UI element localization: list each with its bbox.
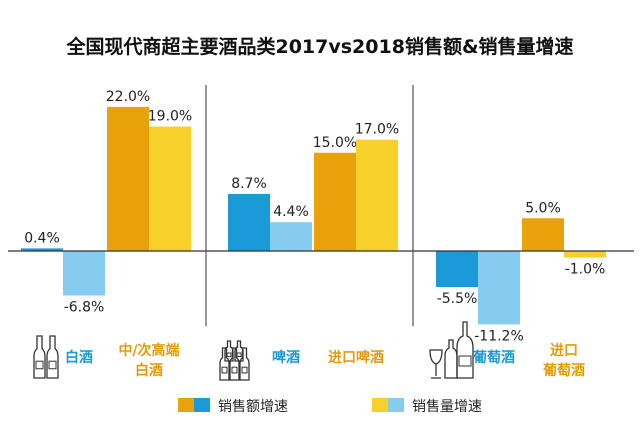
bar-volume-4 [478, 251, 520, 325]
bar-volume-0 [63, 251, 105, 296]
bar-volume-1 [149, 126, 191, 251]
data-label-volume-3: 17.0% [355, 122, 399, 138]
data-label-value-0: 0.4% [24, 230, 60, 246]
legend-label-0: 销售额增速 [218, 399, 288, 415]
category-label-3-0: 进口啤酒 [328, 349, 384, 366]
bar-value-4 [436, 251, 478, 288]
data-label-volume-1: 19.0% [148, 109, 192, 125]
category-label-0-0: 白酒 [65, 349, 93, 366]
bar-value-1 [107, 106, 149, 252]
chart-title: 全国现代商超主要酒品类2017vs2018销售额&销售量增速 [65, 35, 573, 58]
category-label-5-0: 进口 [550, 343, 578, 359]
data-label-value-2: 8.7% [231, 176, 267, 192]
bar-value-0 [21, 248, 63, 251]
beer-bottles-icon [219, 340, 250, 381]
data-label-volume-5: -1.0% [565, 262, 606, 278]
data-label-value-1: 22.0% [106, 89, 150, 105]
legend-swatch-1-a [372, 398, 388, 412]
icons-layer [33, 321, 474, 381]
category-label-1-0: 中/次高端 [118, 342, 179, 359]
data-label-volume-0: -6.8% [64, 300, 105, 316]
category-label-5-1: 葡萄酒 [542, 362, 585, 379]
wine-bottles-icon [429, 321, 474, 379]
bar-value-5 [522, 218, 564, 251]
bar-value-3 [314, 152, 356, 251]
bars-layer: 0.4% -6.8% 22.0% 19.0% 8.7% 4.4% 15.0%17.0% -5.… [8, 85, 634, 344]
category-label-1-1: 白酒 [135, 362, 163, 379]
category-label-4-0: 葡萄酒 [472, 349, 515, 366]
data-label-value-3: 15.0% [313, 135, 357, 151]
data-label-volume-2: 4.4% [273, 204, 309, 220]
legend-swatch-0-b [194, 398, 210, 412]
baijiu-bottles-icon [33, 335, 59, 379]
legend-swatch-0-a [178, 398, 194, 412]
bar-volume-2 [270, 222, 312, 251]
legend-label-1: 销售量增速 [412, 399, 482, 415]
bar-volume-3 [356, 139, 398, 251]
data-label-value-4: -5.5% [437, 291, 478, 307]
legend-swatch-1-b [388, 398, 404, 412]
bar-volume-5 [564, 251, 606, 258]
data-label-volume-4: -11.2% [474, 328, 524, 344]
data-label-value-5: 5.0% [525, 200, 561, 216]
legend: 销售额增速 销售量增速 [178, 398, 482, 415]
bar-value-2 [228, 194, 270, 251]
category-label-2-0: 啤酒 [272, 349, 300, 366]
